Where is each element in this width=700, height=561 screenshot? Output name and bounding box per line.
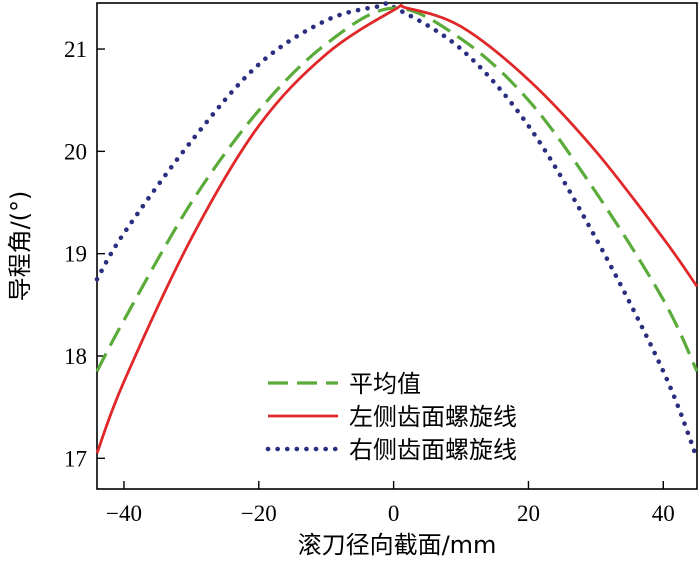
axis-ticks: −40 −20 0 20 40 17 18 19 20 21 xyxy=(64,37,675,526)
x-tick-label: 20 xyxy=(517,501,540,526)
legend-label-right-flank: 右侧齿面螺旋线 xyxy=(349,436,517,464)
y-axis-label: 导程角/(°) xyxy=(6,191,34,302)
y-tick-label: 21 xyxy=(64,37,87,62)
y-tick-label: 18 xyxy=(64,344,87,369)
x-tick-label: −20 xyxy=(241,501,277,526)
plot-frame xyxy=(96,2,698,490)
series-line-left-flank xyxy=(95,3,699,454)
series-layer xyxy=(94,0,700,461)
x-tick-label: −40 xyxy=(106,501,142,526)
x-tick-label: 0 xyxy=(388,501,400,526)
legend-label-left-flank: 左侧齿面螺旋线 xyxy=(349,403,517,431)
y-tick-label: 20 xyxy=(64,139,87,164)
y-tick-label: 19 xyxy=(64,242,87,267)
x-axis-label: 滚刀径向截面/mm xyxy=(298,531,497,559)
x-tick-label: 40 xyxy=(652,501,675,526)
series-line-mean xyxy=(95,6,699,373)
series-line-right-flank xyxy=(94,0,700,461)
legend-label-mean: 平均值 xyxy=(349,370,421,398)
y-tick-label: 17 xyxy=(64,446,87,471)
